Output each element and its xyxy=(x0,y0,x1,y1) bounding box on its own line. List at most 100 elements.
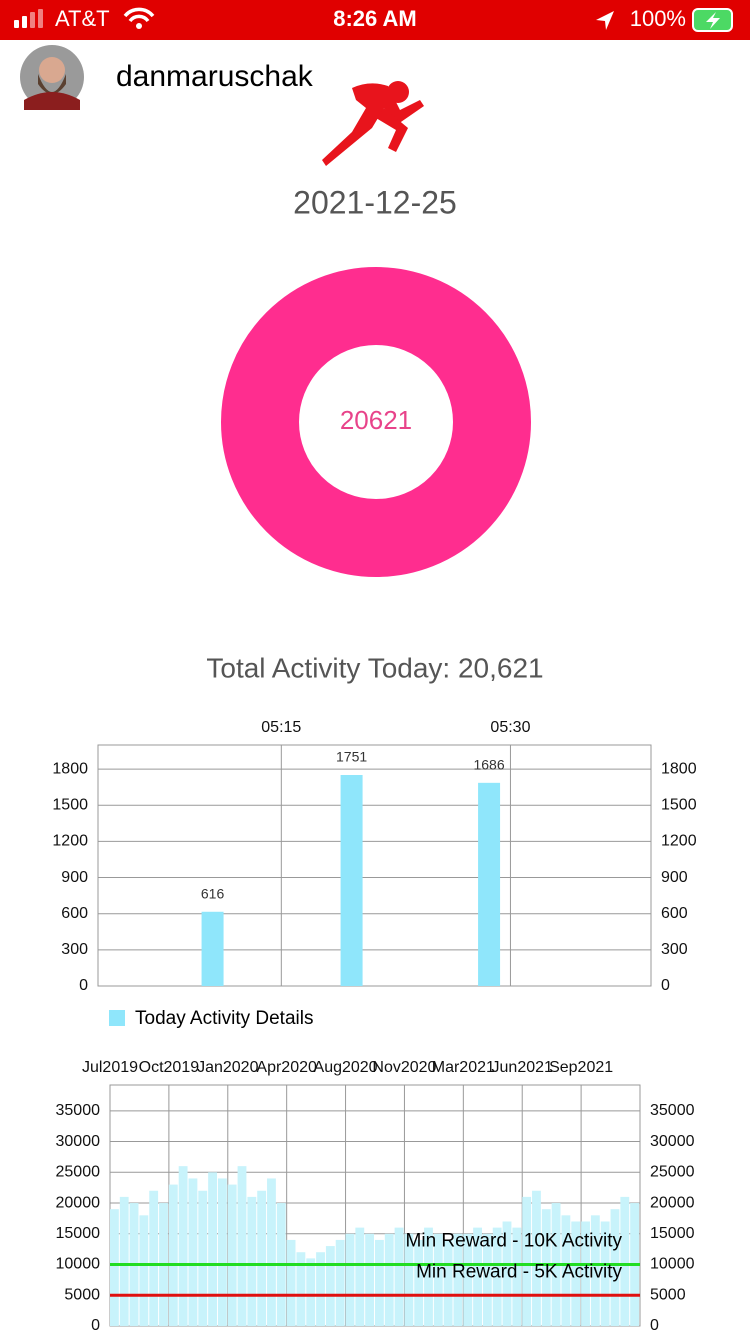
bar xyxy=(247,1196,257,1326)
bar xyxy=(188,1178,198,1326)
bar xyxy=(443,1239,453,1326)
bar xyxy=(620,1196,630,1326)
total-activity: Total Activity Today: 20,621 xyxy=(206,652,543,683)
x-tick-label: Apr2020 xyxy=(256,1059,317,1076)
y-tick-label: 20000 xyxy=(56,1194,101,1211)
bar xyxy=(306,1258,316,1326)
x-tick-label: 05:30 xyxy=(490,719,530,736)
bar xyxy=(119,1196,129,1326)
y-tick-label: 25000 xyxy=(56,1164,101,1181)
bar xyxy=(217,1178,227,1326)
bar xyxy=(237,1166,247,1326)
bar xyxy=(610,1209,620,1326)
value-label: 616 xyxy=(201,885,225,901)
bar xyxy=(433,1233,443,1326)
y-tick-label: 35000 xyxy=(56,1102,101,1119)
y-tick-label: 0 xyxy=(79,977,88,994)
y-tick-label: 600 xyxy=(61,905,88,922)
y2-tick-label: 15000 xyxy=(650,1225,695,1242)
bar xyxy=(463,1233,473,1326)
y2-tick-label: 25000 xyxy=(650,1164,695,1181)
carrier: AT&T xyxy=(55,6,110,31)
y2-tick-label: 600 xyxy=(661,905,688,922)
avatar-face xyxy=(39,57,65,83)
avatar-shirt xyxy=(24,92,80,110)
signal-icon xyxy=(14,9,43,28)
wifi-dot xyxy=(136,23,142,29)
bar xyxy=(414,1239,424,1326)
bar xyxy=(384,1233,394,1326)
bar xyxy=(365,1233,375,1326)
clock: 8:26 AM xyxy=(333,6,417,31)
bar xyxy=(267,1178,276,1326)
bar xyxy=(201,911,224,986)
y2-tick-label: 30000 xyxy=(650,1133,695,1150)
bar xyxy=(316,1252,325,1326)
charts: 0 0 300 300 600 600 900 900 1200 1200 1500 1500 1800… xyxy=(52,719,696,1334)
bar xyxy=(561,1215,571,1326)
bar xyxy=(571,1221,581,1326)
bar xyxy=(590,1215,600,1326)
x-tick-label: Nov2020 xyxy=(372,1059,436,1076)
y2-tick-label: 5000 xyxy=(650,1286,686,1303)
donut-ring xyxy=(221,267,531,577)
bar xyxy=(355,1227,365,1326)
bar xyxy=(335,1239,345,1326)
y-tick-label: 300 xyxy=(61,941,88,958)
y2-tick-label: 1800 xyxy=(661,760,697,777)
y-tick-label: 1200 xyxy=(52,833,88,850)
x-tick-label: 05:15 xyxy=(261,719,301,736)
location-icon xyxy=(596,11,614,30)
runner-icon xyxy=(322,81,424,166)
x-tick-label: Jan2020 xyxy=(197,1059,258,1076)
bar xyxy=(502,1221,512,1326)
bar xyxy=(227,1184,237,1326)
y2-tick-label: 1500 xyxy=(661,796,697,813)
bar xyxy=(473,1227,482,1326)
bar xyxy=(482,1233,492,1326)
wifi-icon xyxy=(123,7,155,23)
y2-tick-label: 35000 xyxy=(650,1102,695,1119)
x-tick-label: Oct2019 xyxy=(139,1059,200,1076)
y2-tick-label: 10000 xyxy=(650,1256,695,1273)
battery-percent: 100% xyxy=(630,6,686,31)
donut-value: 20621 xyxy=(340,405,412,435)
reference-label: Min Reward - 5K Activity xyxy=(416,1261,622,1282)
plot-border xyxy=(97,744,652,987)
bar xyxy=(581,1221,590,1326)
legend-swatch xyxy=(109,1010,125,1026)
value-label: 1751 xyxy=(336,749,367,765)
bar xyxy=(453,1233,463,1326)
username: danmaruschak xyxy=(116,60,314,93)
y2-tick-label: 0 xyxy=(650,1317,659,1334)
y2-tick-label: 900 xyxy=(661,869,688,886)
y2-tick-label: 300 xyxy=(661,941,688,958)
bar xyxy=(600,1221,610,1326)
y-tick-label: 1500 xyxy=(52,796,88,813)
bar xyxy=(208,1172,217,1326)
y-tick-label: 1800 xyxy=(52,760,88,777)
bar xyxy=(178,1166,188,1326)
bar xyxy=(478,782,501,986)
y2-tick-label: 1200 xyxy=(661,833,697,850)
bar xyxy=(340,775,363,986)
date: 2021-12-25 xyxy=(293,184,457,220)
bar xyxy=(394,1227,404,1326)
bar xyxy=(424,1227,433,1326)
bar xyxy=(522,1196,532,1326)
bar xyxy=(110,1209,119,1326)
bar xyxy=(149,1190,159,1326)
x-tick-label: Jun2021 xyxy=(492,1059,553,1076)
bar xyxy=(404,1233,414,1326)
y-tick-label: 10000 xyxy=(56,1256,101,1273)
y-tick-label: 15000 xyxy=(56,1225,101,1242)
bar xyxy=(345,1233,355,1326)
bar xyxy=(198,1190,208,1326)
value-label: 1686 xyxy=(473,757,504,773)
bar xyxy=(139,1215,149,1326)
bar xyxy=(492,1227,502,1326)
bar xyxy=(168,1184,178,1326)
status-bar xyxy=(0,0,750,40)
bar xyxy=(296,1252,306,1326)
